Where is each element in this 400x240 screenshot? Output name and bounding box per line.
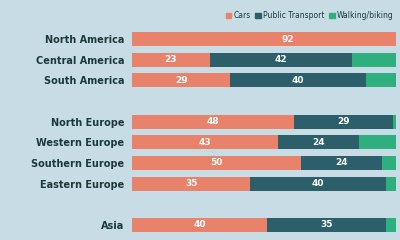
Bar xyxy=(386,218,400,232)
Text: 24: 24 xyxy=(312,138,324,147)
Bar xyxy=(132,115,294,129)
Text: 23: 23 xyxy=(165,55,177,64)
Bar xyxy=(230,73,366,87)
Bar xyxy=(366,73,400,87)
Bar xyxy=(278,135,359,149)
Bar xyxy=(132,156,301,170)
Text: 35: 35 xyxy=(320,220,333,229)
Bar xyxy=(250,177,386,191)
Text: 50: 50 xyxy=(210,158,223,168)
Bar xyxy=(386,177,400,191)
Text: 40: 40 xyxy=(312,179,324,188)
Bar xyxy=(301,156,382,170)
Text: 48: 48 xyxy=(207,117,220,126)
Bar xyxy=(267,218,386,232)
Text: 92: 92 xyxy=(281,35,294,44)
Bar xyxy=(352,53,400,67)
Text: 29: 29 xyxy=(337,117,350,126)
Bar xyxy=(132,177,250,191)
Bar xyxy=(132,32,400,46)
Text: 35: 35 xyxy=(185,179,198,188)
Text: 42: 42 xyxy=(275,55,287,64)
Bar xyxy=(132,73,230,87)
Legend: Cars, Public Transport, Walking/biking: Cars, Public Transport, Walking/biking xyxy=(223,8,397,23)
Text: 24: 24 xyxy=(336,158,348,168)
Text: 40: 40 xyxy=(194,220,206,229)
Bar xyxy=(294,115,393,129)
Bar xyxy=(132,218,267,232)
Text: 29: 29 xyxy=(175,76,187,85)
Text: 43: 43 xyxy=(198,138,211,147)
Bar xyxy=(359,135,400,149)
Bar xyxy=(382,156,400,170)
Bar xyxy=(132,53,210,67)
Text: 40: 40 xyxy=(292,76,304,85)
Bar xyxy=(210,53,352,67)
Bar xyxy=(393,115,400,129)
Bar xyxy=(132,135,278,149)
